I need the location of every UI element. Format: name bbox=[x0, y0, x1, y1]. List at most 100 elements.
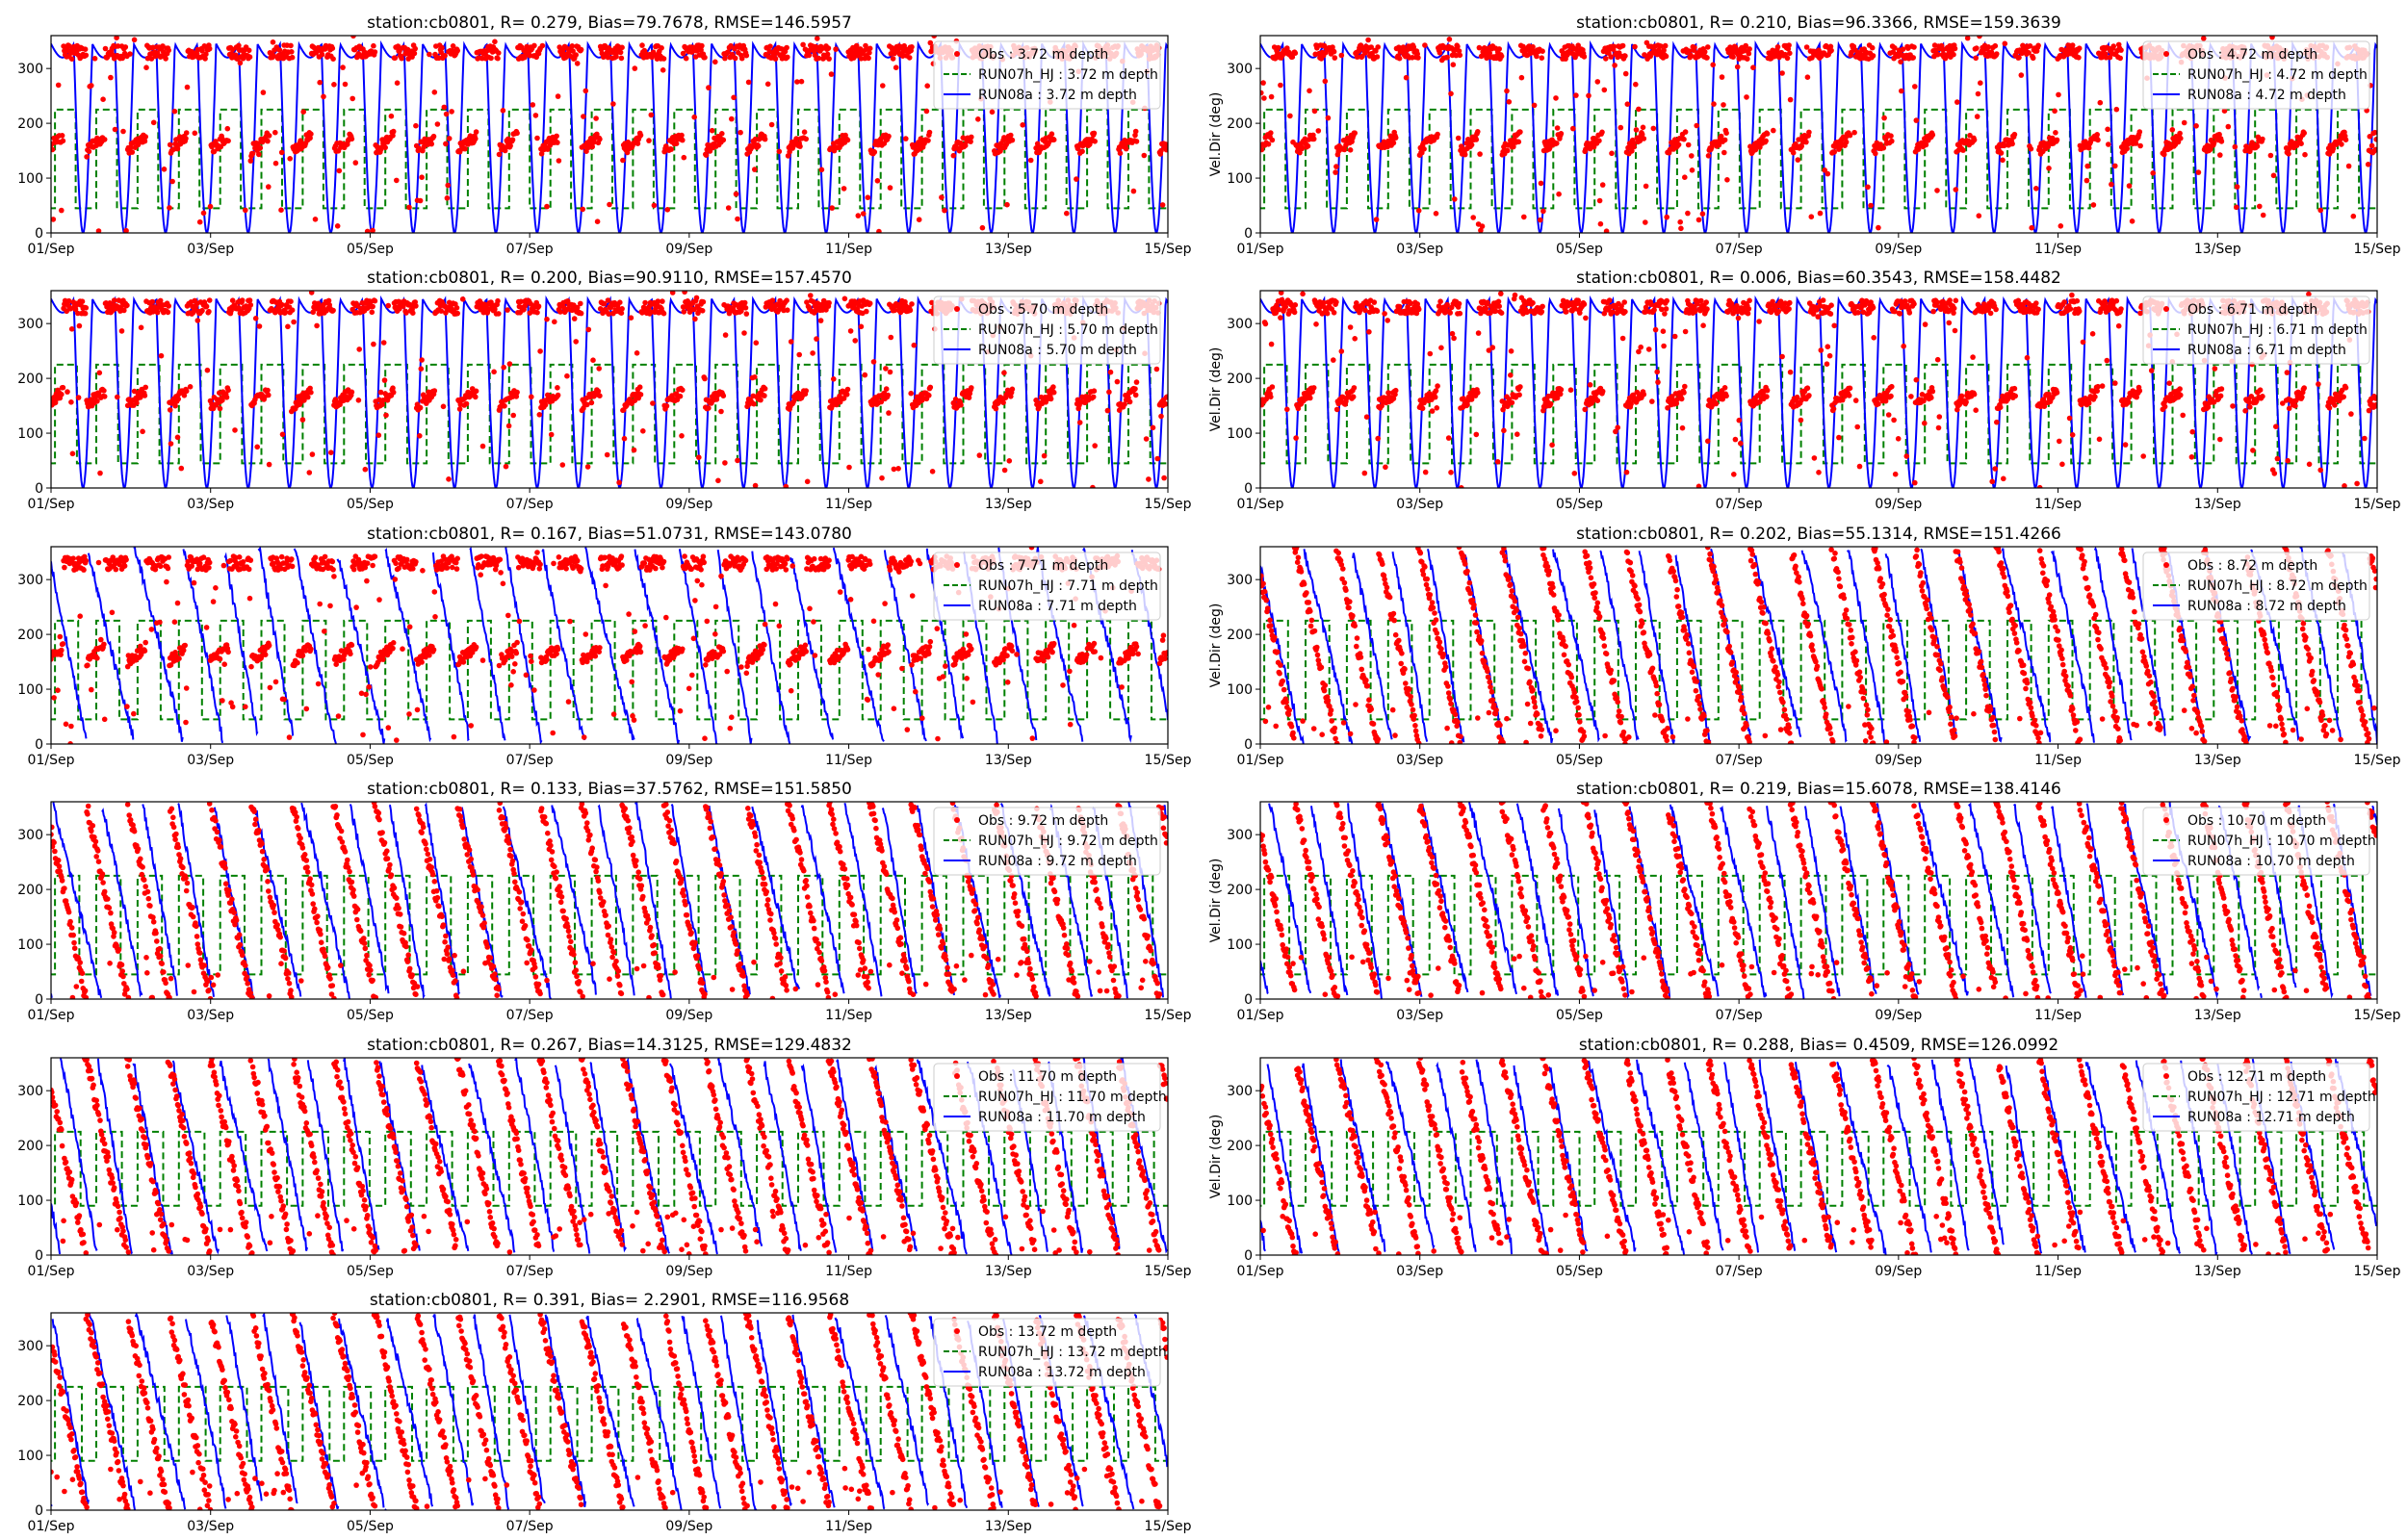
obs-point bbox=[1865, 184, 1871, 191]
obs-point bbox=[692, 316, 698, 322]
obs-point bbox=[2126, 183, 2133, 189]
subplot-title: station:cb0801, R= 0.210, Bias=96.3366, … bbox=[1576, 13, 2061, 33]
obs-point bbox=[1331, 310, 1337, 316]
obs-point bbox=[371, 341, 376, 347]
obs-point bbox=[266, 133, 272, 139]
obs-point bbox=[1362, 307, 1368, 314]
obs-point bbox=[880, 83, 886, 89]
obs-point bbox=[2016, 55, 2022, 61]
obs-point bbox=[289, 49, 295, 55]
obs-point bbox=[906, 55, 913, 61]
obs-point bbox=[1374, 308, 1381, 315]
legend-entry: Obs : 3.72 m depth bbox=[978, 47, 1108, 63]
obs-point bbox=[95, 391, 102, 397]
obs-point bbox=[1373, 217, 1380, 222]
obs-point bbox=[1457, 52, 1463, 59]
obs-point bbox=[456, 406, 463, 412]
obs-point bbox=[2368, 142, 2375, 149]
obs-point bbox=[1804, 74, 1811, 80]
obs-point bbox=[825, 45, 832, 51]
obs-point bbox=[2109, 181, 2114, 188]
x-tick-label: 13/Sep bbox=[985, 497, 1032, 512]
obs-point bbox=[167, 205, 172, 211]
obs-point bbox=[1868, 202, 1874, 209]
legend-entry: RUN08a : 3.72 m depth bbox=[978, 88, 1137, 103]
obs-point bbox=[979, 224, 986, 231]
obs-point bbox=[257, 144, 264, 151]
obs-point bbox=[1473, 431, 1480, 438]
obs-point bbox=[454, 47, 461, 54]
obs-point bbox=[648, 112, 655, 118]
y-tick-label: 300 bbox=[17, 317, 43, 332]
obs-point bbox=[1464, 401, 1470, 408]
obs-point bbox=[1368, 44, 1374, 50]
obs-point bbox=[256, 323, 263, 329]
obs-point bbox=[874, 178, 881, 184]
obs-point bbox=[2211, 140, 2217, 146]
series-run07h-hj-line bbox=[51, 108, 1168, 210]
obs-point bbox=[1795, 157, 1801, 163]
obs-point bbox=[604, 451, 610, 458]
obs-point bbox=[1050, 137, 1057, 142]
obs-point bbox=[2270, 172, 2277, 179]
obs-point bbox=[2234, 204, 2239, 211]
obs-point bbox=[420, 147, 426, 154]
obs-point bbox=[289, 54, 296, 61]
obs-point bbox=[542, 401, 549, 408]
obs-point bbox=[883, 386, 890, 392]
obs-point bbox=[220, 398, 225, 403]
obs-point bbox=[1530, 299, 1536, 306]
obs-point bbox=[1433, 388, 1439, 394]
obs-point bbox=[903, 136, 909, 141]
obs-point bbox=[1006, 458, 1013, 464]
obs-point bbox=[700, 298, 707, 305]
obs-point bbox=[1599, 129, 1605, 136]
obs-point bbox=[1437, 298, 1443, 305]
obs-point bbox=[1774, 44, 1781, 50]
obs-point bbox=[60, 138, 66, 144]
obs-point bbox=[751, 400, 757, 407]
obs-point bbox=[1661, 47, 1667, 53]
x-tick-label: 13/Sep bbox=[985, 242, 1032, 257]
obs-point bbox=[785, 54, 790, 61]
obs-point bbox=[1470, 215, 1476, 220]
y-tick-label: 100 bbox=[17, 171, 43, 187]
obs-point bbox=[660, 67, 666, 73]
obs-point bbox=[871, 149, 878, 155]
obs-point bbox=[2019, 50, 2025, 57]
obs-point bbox=[895, 466, 901, 472]
obs-point bbox=[1881, 115, 1887, 121]
obs-point bbox=[450, 43, 456, 49]
obs-point bbox=[211, 148, 218, 155]
obs-point bbox=[925, 138, 931, 143]
obs-point bbox=[340, 64, 346, 70]
obs-point bbox=[1540, 208, 1546, 215]
obs-point bbox=[610, 101, 616, 107]
obs-point bbox=[679, 132, 685, 139]
obs-point bbox=[1512, 292, 1518, 298]
obs-point bbox=[417, 197, 424, 204]
obs-point bbox=[2035, 42, 2041, 49]
obs-point bbox=[453, 305, 460, 311]
obs-point bbox=[975, 116, 981, 122]
obs-point bbox=[1603, 56, 1609, 62]
obs-point bbox=[709, 127, 715, 134]
obs-point bbox=[1485, 299, 1490, 306]
obs-point bbox=[743, 52, 750, 59]
obs-point bbox=[462, 145, 468, 152]
axes-frame bbox=[50, 290, 1169, 489]
obs-point bbox=[655, 298, 661, 304]
obs-point bbox=[887, 185, 893, 191]
obs-point bbox=[969, 134, 974, 141]
obs-point bbox=[246, 54, 253, 60]
obs-point bbox=[1831, 149, 1837, 155]
obs-point bbox=[1373, 48, 1379, 54]
obs-point bbox=[1575, 42, 1581, 48]
obs-point bbox=[454, 310, 461, 317]
obs-point bbox=[1682, 174, 1688, 180]
obs-point bbox=[1786, 42, 1792, 48]
obs-point bbox=[411, 50, 418, 57]
obs-point bbox=[463, 400, 470, 407]
obs-point bbox=[1817, 210, 1824, 217]
obs-point bbox=[1382, 311, 1387, 317]
